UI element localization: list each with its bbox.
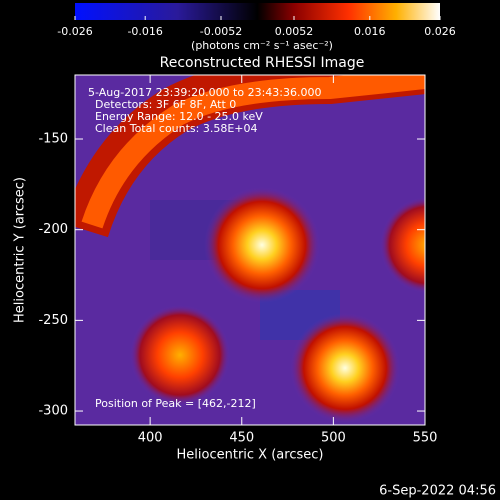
colorbar [75,3,440,20]
image [75,75,425,425]
colorbar-tick-label: 0.026 [424,25,456,38]
annotation: Energy Range: 12.0 - 25.0 keV [95,110,263,123]
chart-title: Reconstructed RHESSI Image [160,55,365,71]
colorbar-tick-label: -0.026 [57,25,92,38]
annotation: Clean Total counts: 3.58E+04 [95,122,258,135]
y-axis-label: Heliocentric Y (arcsec) [13,177,28,323]
colorbar-tick-label: -0.0052 [200,25,242,38]
peak-label: Position of Peak = [462,-212] [95,397,256,410]
annotation: Detectors: 3F 6F 8F, Att 0 [95,98,236,111]
annotation: 5-Aug-2017 23:39:20.000 to 23:43:36.000 [88,86,322,99]
x-axis-label: Heliocentric X (arcsec) [177,448,324,463]
y-tick-label: -200 [38,222,68,237]
colorbar-tick-label: -0.016 [127,25,162,38]
plot-frame [74,74,426,426]
colorbar-tick-label: 0.0052 [275,25,314,38]
x-tick-label: 500 [321,431,346,446]
y-tick-label: -150 [38,132,68,147]
x-tick-label: 400 [138,431,163,446]
y-tick-label: -300 [38,404,68,419]
y-tick-label: -250 [38,313,68,328]
footer-date: 6-Sep-2022 04:56 [379,484,496,499]
x-tick-label: 450 [229,431,254,446]
colorbar-label: (photons cm⁻² s⁻¹ asec⁻²) [191,39,333,52]
x-tick-label: 550 [413,431,438,446]
colorbar-tick-label: 0.016 [354,25,386,38]
